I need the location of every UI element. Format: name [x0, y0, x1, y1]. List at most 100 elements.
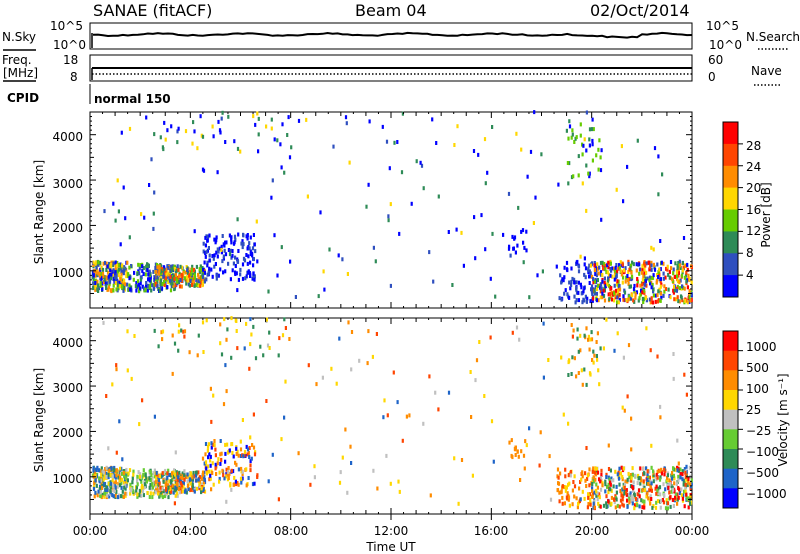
scatter-cell [573, 474, 576, 479]
scatter-cell [494, 294, 497, 299]
scatter-cell [586, 477, 589, 481]
scatter-cell [158, 494, 161, 499]
scatter-cell [242, 242, 245, 247]
scatter-cell [160, 474, 163, 479]
scatter-cell [239, 447, 243, 452]
scatter-cell [160, 330, 163, 335]
scatter-cell [612, 291, 616, 296]
scatter-cell [135, 488, 138, 493]
scatter-cell [512, 246, 515, 251]
scatter-cell [120, 485, 123, 490]
scatter-cell [240, 480, 243, 485]
scatter-cell [150, 288, 153, 293]
scatter-cell [592, 491, 595, 496]
scatter-cell [135, 288, 138, 293]
scatter-cell [239, 454, 242, 458]
scatter-cell [674, 261, 677, 266]
scatter-cell [140, 485, 143, 490]
scatter-cell [665, 266, 668, 271]
scatter-cell [566, 292, 569, 297]
scatter-cell [628, 474, 631, 479]
scatter-cell [177, 126, 180, 131]
scatter-cell [170, 489, 173, 494]
scatter-cell [648, 297, 651, 302]
scatter-cell [513, 236, 516, 241]
scatter-cell [239, 476, 243, 481]
scatter-cell [649, 348, 652, 353]
scatter-cell [224, 442, 227, 447]
scatter-cell [600, 286, 603, 291]
scatter-cell [624, 479, 627, 484]
scatter-cell [191, 283, 194, 287]
scatter-cell [96, 263, 99, 267]
scatter-cell [598, 495, 601, 500]
scatter-cell [579, 282, 582, 287]
scatter-cell [568, 295, 571, 300]
scatter-cell [618, 287, 622, 292]
scatter-cell [573, 494, 576, 499]
scatter-cell [165, 471, 168, 476]
scatter-cell [201, 272, 204, 277]
scatter-cell [640, 288, 643, 293]
scatter-cell [214, 453, 217, 458]
scatter-cell [656, 262, 659, 267]
scatter-cell [428, 374, 431, 379]
scatter-cell [105, 485, 108, 490]
scatter-cell [214, 238, 217, 243]
scatter-cell [652, 473, 655, 478]
scatter-cell [218, 470, 221, 475]
scatter-cell [245, 274, 248, 279]
scatter-cell [650, 465, 653, 470]
scatter-cell [237, 453, 240, 458]
scatter-cell [125, 467, 128, 472]
scatter-cell [219, 130, 222, 135]
scatter-cell [100, 485, 104, 490]
scatter-cell [419, 160, 422, 165]
scatter-cell [566, 491, 569, 496]
radar-title: SANAE (fitACF) [93, 1, 212, 20]
scatter-cell [114, 266, 117, 271]
scatter-cell [121, 280, 124, 285]
scatter-cell [690, 298, 693, 303]
scatter-cell [606, 263, 609, 268]
scatter-cell [640, 270, 643, 275]
scatter-cell [232, 482, 235, 487]
scatter-cell [615, 497, 618, 502]
scatter-cell [609, 482, 612, 487]
scatter-cell [682, 265, 685, 270]
scatter-cell [178, 274, 181, 279]
scatter-cell [231, 268, 234, 273]
scatter-cell [573, 356, 576, 361]
scatter-cell [645, 298, 648, 303]
scatter-cell [599, 346, 602, 351]
scatter-cell [206, 263, 209, 268]
scatter-cell [239, 267, 242, 272]
scatter-cell [654, 505, 658, 510]
scatter-cell [155, 272, 158, 277]
scatter-cell [257, 149, 260, 154]
scatter-cell [155, 278, 158, 283]
scatter-cell [601, 279, 604, 284]
scatter-cell [193, 474, 196, 479]
scatter-cell [624, 279, 627, 284]
scatter-cell [623, 491, 626, 496]
scatter-cell [631, 293, 634, 298]
scatter-cell [453, 456, 456, 461]
scatter-cell [584, 471, 587, 476]
scatter-cell [176, 478, 179, 483]
scatter-cell [626, 164, 629, 169]
scatter-cell [594, 285, 597, 290]
scatter-cell [155, 476, 158, 481]
scatter-cell [230, 355, 233, 360]
scatter-cell [584, 275, 587, 280]
scatter-cell [228, 252, 232, 257]
scatter-cell [139, 472, 142, 477]
scatter-cell [585, 484, 588, 488]
scatter-cell [222, 254, 225, 259]
scatter-cell [630, 447, 633, 452]
scatter-cell [685, 392, 688, 397]
scatter-cell [516, 243, 519, 248]
scatter-cell [584, 294, 587, 299]
scatter-cell [171, 471, 174, 476]
scatter-cell [226, 327, 229, 332]
